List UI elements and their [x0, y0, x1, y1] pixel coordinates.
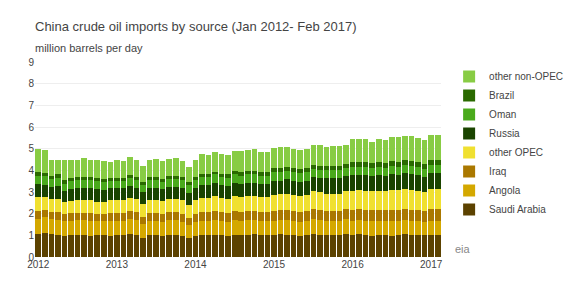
- svg-text:2012: 2012: [27, 259, 50, 270]
- svg-text:0: 0: [28, 252, 34, 263]
- svg-text:eia: eia: [455, 243, 471, 255]
- svg-text:7: 7: [28, 100, 34, 111]
- svg-text:2014: 2014: [184, 259, 207, 270]
- svg-text:Iraq: Iraq: [489, 166, 506, 177]
- svg-text:Brazil: Brazil: [489, 90, 514, 101]
- svg-text:4: 4: [28, 165, 34, 176]
- svg-text:8: 8: [28, 78, 34, 89]
- svg-text:Saudi Arabia: Saudi Arabia: [489, 204, 546, 215]
- svg-text:1: 1: [28, 230, 34, 241]
- svg-text:2017: 2017: [420, 259, 443, 270]
- svg-text:2: 2: [28, 208, 34, 219]
- svg-text:9: 9: [28, 57, 34, 68]
- svg-text:2015: 2015: [263, 259, 286, 270]
- svg-text:million barrels per day: million barrels per day: [35, 42, 143, 54]
- svg-text:other OPEC: other OPEC: [489, 147, 543, 158]
- svg-text:3: 3: [28, 187, 34, 198]
- svg-text:Oman: Oman: [489, 109, 516, 120]
- svg-text:Angola: Angola: [489, 185, 521, 196]
- svg-text:China crude oil imports by sou: China crude oil imports by source (Jan 2…: [35, 19, 357, 34]
- svg-text:other non-OPEC: other non-OPEC: [489, 71, 563, 82]
- svg-text:Russia: Russia: [489, 128, 520, 139]
- svg-text:6: 6: [28, 122, 34, 133]
- svg-text:2013: 2013: [106, 259, 129, 270]
- svg-text:5: 5: [28, 143, 34, 154]
- svg-text:2016: 2016: [341, 259, 364, 270]
